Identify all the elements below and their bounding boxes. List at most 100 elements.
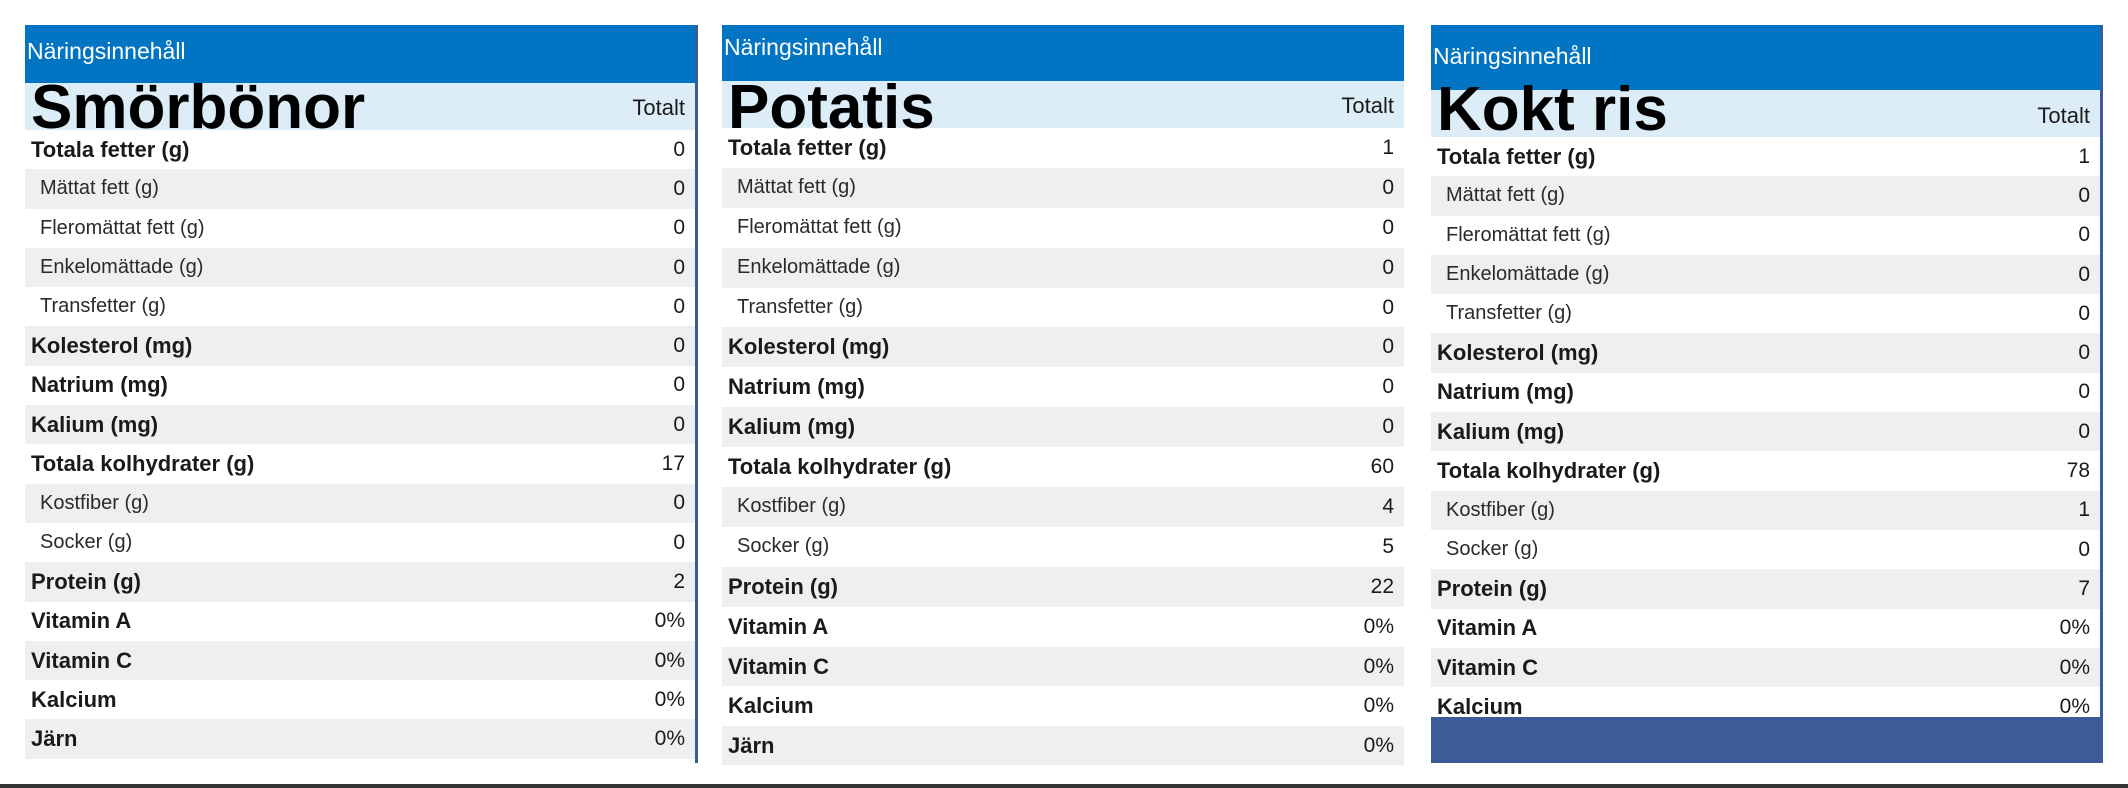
panel-header-title: Näringsinnehåll	[27, 38, 186, 64]
panel-header: Näringsinnehåll	[1431, 25, 2100, 90]
nutrient-label: Vitamin A	[1437, 615, 1538, 641]
nutrient-row: Mättat fett (g) 0	[1431, 176, 2100, 216]
food-name: Kokt ris	[1437, 75, 1668, 144]
nutrient-value: 0	[2078, 380, 2090, 404]
panel-header-title: Näringsinnehåll	[1433, 43, 1592, 69]
nutrient-label: Kolesterol (mg)	[31, 333, 193, 359]
nutrient-row: Protein (g) 22	[722, 566, 1404, 607]
nutrient-value: 0%	[1363, 614, 1394, 638]
nutrient-label: Natrium (mg)	[31, 372, 168, 398]
nutrient-row: Socker (g) 5	[722, 527, 1404, 567]
nutrient-label: Kostfiber (g)	[1446, 498, 1555, 521]
panel-footer-bar	[1431, 717, 2100, 763]
nutrient-label: Vitamin A	[31, 608, 132, 634]
nutrient-row: Natrium (mg) 0	[722, 367, 1404, 407]
nutrient-label: Transfetter (g)	[40, 295, 166, 318]
nutrient-value: 0	[673, 530, 685, 554]
nutrient-value: 0	[673, 412, 685, 436]
nutrient-value: 4	[1382, 494, 1394, 518]
nutrient-label: Fleromättat fett (g)	[737, 216, 902, 239]
nutrient-label: Protein (g)	[31, 568, 141, 594]
nutrient-label: Kalium (mg)	[31, 411, 159, 437]
nutrient-label: Kalcium	[31, 686, 117, 712]
nutrient-value: 0%	[2059, 616, 2090, 640]
nutrient-label: Protein (g)	[1437, 575, 1547, 601]
nutrient-row: Transfetter (g) 0	[722, 288, 1404, 328]
nutrient-label: Vitamin C	[31, 647, 133, 673]
nutrient-label: Vitamin C	[728, 653, 830, 679]
nutrient-row: Socker (g) 0	[25, 523, 695, 562]
nutrient-label: Mättat fett (g)	[1446, 184, 1565, 207]
nutrient-label: Kalium (mg)	[1437, 418, 1565, 444]
nutrient-value: 5	[1382, 534, 1394, 558]
nutrient-value: 0	[2078, 341, 2090, 365]
nutrient-value: 0	[673, 137, 685, 161]
nutrient-row: Totala kolhydrater (g) 78	[1431, 451, 2100, 490]
food-name: Smörbönor	[31, 73, 366, 142]
nutrient-label: Natrium (mg)	[728, 374, 865, 400]
nutrient-row: Fleromättat fett (g) 0	[1431, 216, 2100, 255]
nutrient-row: Kolesterol (mg) 0	[1431, 333, 2100, 373]
nutrient-row: Kalium (mg) 0	[722, 407, 1404, 448]
nutrition-panel-potatis: Näringsinnehåll Potatis Totalt Totala fe…	[722, 25, 1404, 765]
nutrient-value: 60	[1370, 455, 1394, 479]
nutrient-label: Totala kolhydrater (g)	[1437, 458, 1661, 484]
nutrient-row: Vitamin A 0%	[722, 607, 1404, 647]
nutrient-row: Kolesterol (mg) 0	[722, 327, 1404, 368]
nutrient-label: Kalcium	[728, 693, 814, 719]
nutrient-row: Protein (g) 2	[25, 562, 695, 602]
nutrient-value: 7	[2078, 576, 2090, 600]
nutrient-row: Totala kolhydrater (g) 60	[722, 447, 1404, 487]
nutrient-row: Kalium (mg) 0	[1431, 412, 2100, 452]
nutrient-label: Vitamin C	[1437, 654, 1539, 680]
nutrient-label: Kalcium	[1437, 693, 1523, 719]
nutrient-label: Natrium (mg)	[1437, 379, 1574, 405]
nutrient-value: 0%	[1363, 734, 1394, 758]
nutrient-value: 22	[1370, 574, 1394, 598]
nutrient-row: Enkelomättade (g) 0	[722, 247, 1404, 288]
nutrient-label: Socker (g)	[737, 535, 830, 558]
nutrient-row: Vitamin A 0%	[25, 602, 695, 641]
nutrient-label: Transfetter (g)	[737, 296, 863, 318]
nutrient-row: Enkelomättade (g) 0	[1431, 254, 2100, 295]
nutrient-row: Natrium (mg) 0	[1431, 373, 2100, 412]
nutrient-value: 0%	[1363, 694, 1394, 718]
nutrient-list: Totala fetter (g) 1 Mättat fett (g) 0 Fler…	[722, 128, 1404, 765]
panel-header-title: Näringsinnehåll	[724, 34, 883, 60]
nutrient-row: Mättat fett (g) 0	[25, 169, 695, 209]
nutrient-label: Fleromättat fett (g)	[1446, 223, 1611, 246]
nutrient-label: Fleromättat fett (g)	[40, 216, 205, 239]
nutrient-row: Kalcium 0%	[25, 680, 695, 719]
nutrient-label: Transfetter (g)	[1446, 302, 1572, 325]
nutrient-row: Kostfiber (g) 1	[1431, 490, 2100, 530]
nutrient-value: 0	[2078, 223, 2090, 247]
nutrition-panel-smorbonor: Näringsinnehåll Smörbönor Totalt Totala …	[25, 25, 698, 763]
nutrient-label: Järn	[31, 726, 78, 752]
nutrient-value: 0%	[2059, 655, 2090, 679]
nutrient-value: 17	[661, 452, 685, 476]
nutrient-value: 0%	[2059, 694, 2090, 718]
nutrient-value: 0	[1382, 415, 1394, 439]
nutrient-label: Mättat fett (g)	[40, 177, 159, 200]
nutrient-row: Fleromättat fett (g) 0	[25, 209, 695, 248]
nutrient-label: Enkelomättade (g)	[1446, 263, 1610, 286]
nutrient-label: Kalium (mg)	[728, 414, 856, 440]
nutrient-row: Natrium (mg) 0	[25, 366, 695, 405]
nutrient-label: Järn	[728, 733, 775, 759]
nutrient-value: 0	[1382, 375, 1394, 399]
nutrient-label: Vitamin A	[728, 613, 829, 639]
nutrient-row: Kalcium 0%	[1431, 687, 2100, 726]
nutrient-value: 0	[1382, 255, 1394, 279]
nutrient-row: Totala kolhydrater (g) 17	[25, 444, 695, 483]
nutrient-value: 0	[673, 176, 685, 200]
food-title-band	[1431, 90, 2100, 137]
nutrient-label: Kostfiber (g)	[737, 495, 846, 518]
nutrient-row: Kalcium 0%	[722, 686, 1404, 726]
nutrient-value: 0%	[654, 648, 685, 672]
nutrient-row: Kolesterol (mg) 0	[25, 326, 695, 366]
nutrient-row: Kostfiber (g) 4	[722, 487, 1404, 527]
nutrient-value: 1	[2078, 144, 2090, 168]
nutrient-row: Vitamin C 0%	[1431, 647, 2100, 688]
nutrient-label: Enkelomättade (g)	[40, 256, 204, 279]
nutrient-value: 0%	[1363, 654, 1394, 678]
